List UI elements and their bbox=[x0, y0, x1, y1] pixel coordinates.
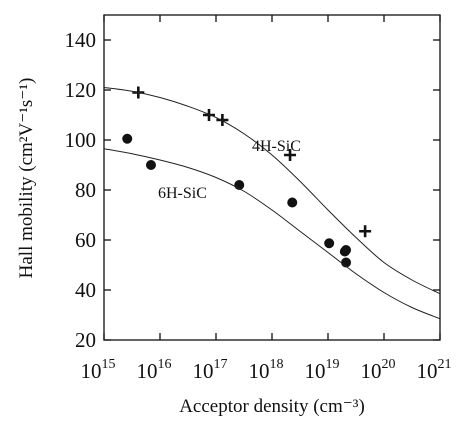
y-tick-label: 100 bbox=[65, 128, 97, 152]
plus-marker bbox=[284, 149, 297, 161]
x-tick-base: 10 bbox=[81, 359, 102, 383]
circle-marker bbox=[341, 245, 352, 255]
plus-marker bbox=[203, 109, 216, 121]
x-tick-exponent: 20 bbox=[382, 357, 396, 372]
x-tick-exponent: 21 bbox=[438, 357, 452, 372]
x-tick-label: 1021 bbox=[417, 357, 452, 383]
y-tick-label: 60 bbox=[75, 228, 96, 252]
x-tick-base: 10 bbox=[193, 359, 214, 383]
plus-marker bbox=[216, 114, 229, 126]
series-label: 6H-SiC bbox=[158, 185, 207, 202]
y-axis-label: Hall mobility (cm²V⁻¹s⁻¹) bbox=[16, 78, 37, 279]
series-label: 4H-SiC bbox=[252, 138, 301, 155]
x-tick-label: 1020 bbox=[361, 357, 396, 383]
x-tick-base: 10 bbox=[361, 359, 382, 383]
x-tick-label: 1016 bbox=[137, 357, 172, 383]
x-tick-base: 10 bbox=[305, 359, 326, 383]
circle-marker bbox=[324, 238, 335, 249]
x-tick-label: 1019 bbox=[305, 357, 340, 383]
fit-curve bbox=[103, 87, 441, 295]
x-tick-base: 10 bbox=[249, 359, 270, 383]
y-tick-label: 40 bbox=[75, 278, 96, 302]
x-tick-label: 1018 bbox=[249, 357, 284, 383]
x-tick-base: 10 bbox=[137, 359, 158, 383]
plot-frame bbox=[103, 14, 441, 341]
y-tick-label: 140 bbox=[65, 28, 97, 52]
x-tick-exponent: 15 bbox=[102, 357, 116, 372]
x-tick-label: 1017 bbox=[193, 357, 228, 383]
y-tick-label: 20 bbox=[75, 328, 96, 352]
circle-marker bbox=[122, 133, 133, 144]
fit-curve bbox=[103, 148, 441, 320]
x-tick-exponent: 17 bbox=[214, 357, 228, 372]
plus-marker bbox=[359, 225, 372, 238]
circle-marker bbox=[145, 160, 156, 170]
x-tick-label: 1015 bbox=[81, 357, 116, 383]
x-tick-exponent: 16 bbox=[158, 357, 172, 372]
circle-marker bbox=[287, 197, 298, 208]
y-tick-label: 80 bbox=[75, 178, 96, 202]
y-tick-label: 120 bbox=[65, 78, 97, 102]
x-tick-exponent: 18 bbox=[270, 357, 284, 372]
x-tick-base: 10 bbox=[417, 359, 438, 383]
x-tick-exponent: 19 bbox=[326, 357, 340, 372]
x-axis-label: Acceptor density (cm⁻³) bbox=[179, 396, 365, 417]
